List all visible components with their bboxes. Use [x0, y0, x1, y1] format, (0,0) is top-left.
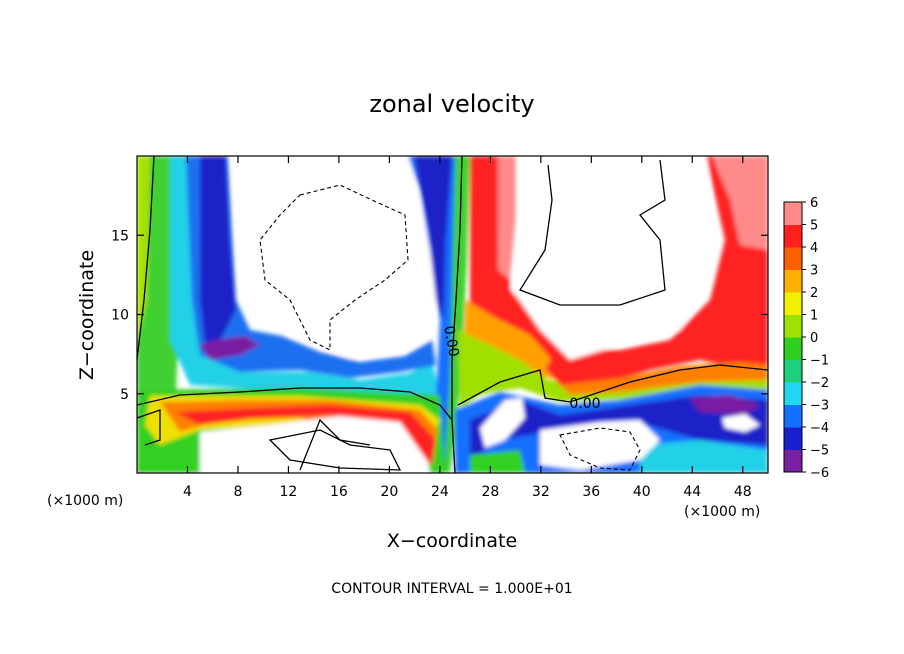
x-tick-label: 16 [330, 484, 348, 500]
contour-lower-left-edge [137, 409, 161, 446]
colorbar-tick-label: −3 [810, 399, 829, 414]
y-tick-label: 5 [120, 387, 129, 403]
field-lower-right-green [470, 450, 525, 473]
contour-label-center: 0.00 [440, 325, 461, 358]
colorbar-segment [784, 314, 802, 338]
colorbar-segment [784, 292, 802, 315]
colorbar-tick-label: 4 [810, 241, 818, 256]
colorbar-tick-label: −5 [810, 444, 829, 459]
chart-title: zonal velocity [369, 90, 534, 118]
x-tick-label: 32 [532, 484, 550, 500]
x-tick-label: 4 [183, 484, 192, 500]
field-lower-right-purple [690, 395, 760, 415]
plot-area: 0.00 0.00 [137, 156, 768, 473]
contour-label-right: 0.00 [569, 396, 600, 412]
x-tick-label: 44 [683, 484, 701, 500]
velocity-field [137, 156, 768, 473]
field-right-orange [560, 362, 768, 395]
colorbar-tick-label: −1 [810, 354, 829, 369]
contour-zero-band [137, 387, 453, 421]
field-center-pink [498, 156, 520, 280]
colorbar-segment [784, 247, 802, 270]
x-tick-label: 20 [380, 484, 398, 500]
colorbar-segment [784, 269, 802, 293]
field-right-pink [712, 156, 768, 250]
field-center-darkblue [414, 156, 452, 320]
colorbar-segment [784, 202, 802, 225]
contour-zero-left [137, 156, 155, 361]
x-tick-label: 28 [481, 484, 499, 500]
x-axis: 4 8 12 16 20 24 28 32 36 40 44 48 [183, 156, 752, 500]
colorbar-segment [784, 404, 802, 428]
x-tick-label: 40 [633, 484, 651, 500]
contour-lines [137, 156, 768, 473]
contour-positive-lower-left [268, 429, 402, 471]
colorbar-segment [784, 382, 802, 405]
field-hole-lower-mid [480, 398, 525, 448]
field-hole-far-right [722, 414, 760, 432]
contour-zero-center [451, 156, 463, 473]
contour-negative-lower-right [559, 427, 641, 471]
colorbar-segment [784, 224, 802, 248]
field-hole-right [512, 156, 712, 360]
colorbar-tick-label: −6 [810, 466, 829, 481]
contour-interval-footer: CONTOUR INTERVAL = 1.000E+01 [331, 581, 572, 597]
colorbar: 6 5 4 3 2 1 0 −1 −2 −3 −4 −5 −6 [783, 196, 829, 481]
y-tick-label: 15 [111, 228, 129, 244]
x-tick-label: 8 [233, 484, 242, 500]
colorbar-segment [784, 359, 802, 383]
colorbar-tick-label: 2 [810, 286, 818, 301]
contour-positive-right [519, 159, 666, 306]
y-axis: 5 10 15 [111, 228, 768, 403]
x-tick-label: 12 [280, 484, 298, 500]
y-axis-label: Z−coordinate [76, 250, 98, 380]
colorbar-segment [784, 337, 802, 360]
field-left-purple [200, 336, 260, 360]
field-right-red [545, 156, 768, 385]
colorbar-tick-label: 0 [810, 331, 818, 346]
colorbar-tick-label: 5 [810, 219, 818, 234]
colorbar-tick-label: −2 [810, 376, 829, 391]
y-tick-label: 10 [111, 308, 129, 324]
x-axis-label: X−coordinate [387, 530, 517, 552]
contour-positive-lower-mid [299, 418, 371, 471]
field-left-cyan [170, 156, 440, 395]
x-tick-label: 36 [582, 484, 600, 500]
colorbar-tick-label: 6 [810, 196, 818, 211]
field-hole-lower-left [200, 416, 430, 473]
colorbar-tick-label: 1 [810, 309, 818, 324]
field-left-yellow-edge [137, 156, 150, 340]
x-axis-unit-right: (×1000 m) [684, 504, 760, 520]
field-lower-right-darkblue [470, 395, 768, 460]
contour-zero-right [457, 364, 768, 406]
x-tick-label: 24 [431, 484, 449, 500]
field-center-green [444, 156, 470, 473]
colorbar-tick-label: 3 [810, 264, 818, 279]
field-lower-right-cyan [640, 440, 768, 473]
colorbar-segment [784, 427, 802, 450]
contour-lines-negative [259, 184, 641, 471]
x-tick-label: 48 [734, 484, 752, 500]
x-axis-unit-left: (×1000 m) [47, 493, 123, 509]
colorbar-tick-label: −4 [810, 421, 829, 436]
colorbar-segment [784, 449, 802, 473]
field-left-darkblue [200, 156, 236, 345]
